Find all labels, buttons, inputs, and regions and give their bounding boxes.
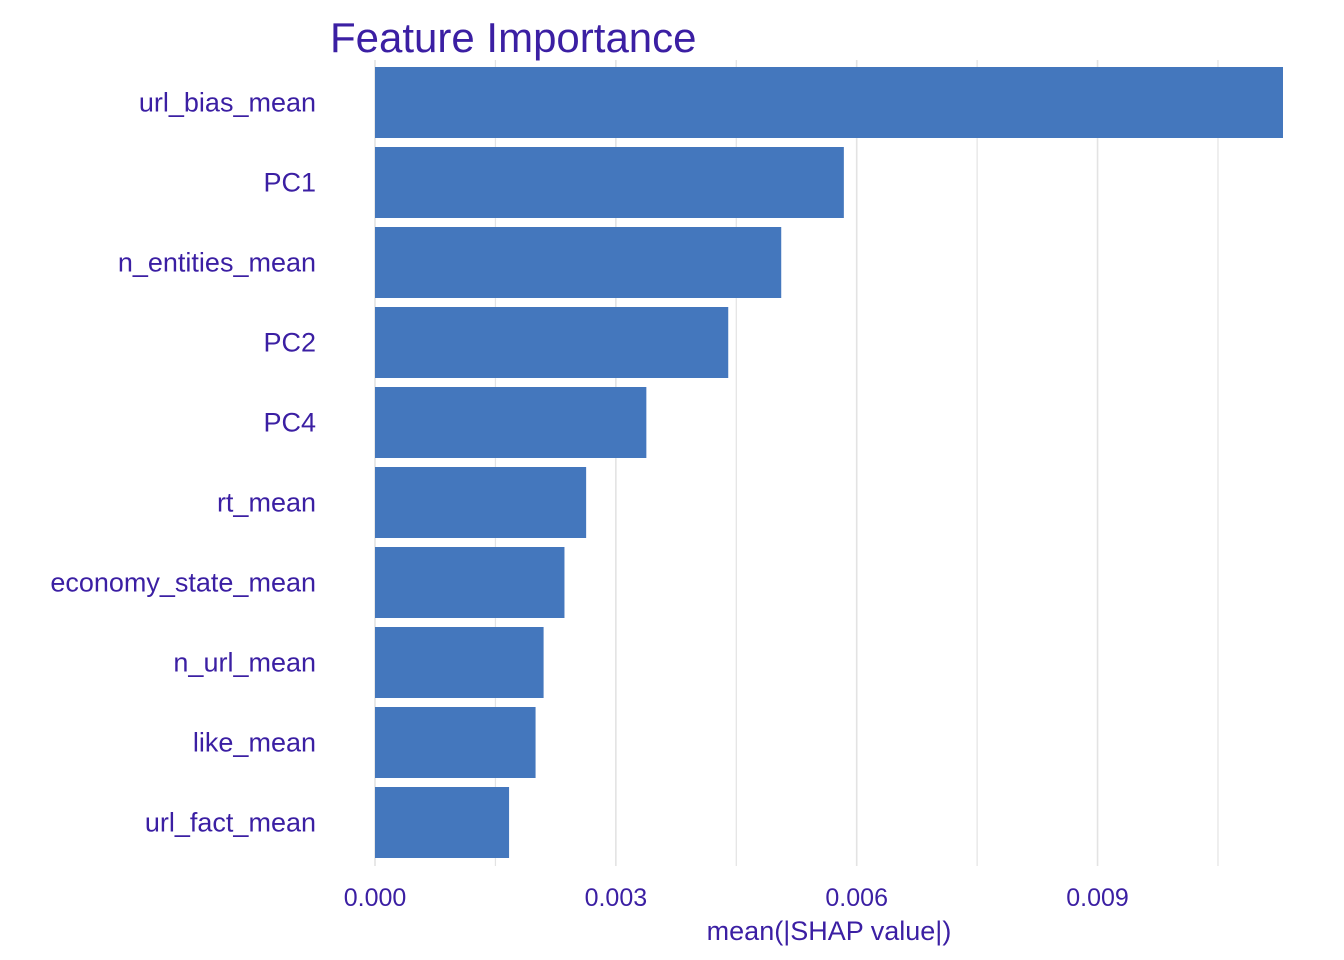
x-axis-title: mean(|SHAP value|) xyxy=(707,916,952,946)
bar-n-entities-mean xyxy=(375,227,782,298)
category-label: PC4 xyxy=(263,408,316,438)
bar-pc4 xyxy=(375,387,647,458)
bar-pc2 xyxy=(375,307,729,378)
bars xyxy=(375,67,1283,858)
bar-url-fact-mean xyxy=(375,787,510,858)
category-label: url_bias_mean xyxy=(139,88,316,118)
bar-url-bias-mean xyxy=(375,67,1283,138)
x-tick-label: 0.009 xyxy=(1066,884,1129,912)
category-label: PC2 xyxy=(263,328,316,358)
x-tick-label: 0.006 xyxy=(825,884,888,912)
category-label: economy_state_mean xyxy=(50,568,316,598)
category-label: n_entities_mean xyxy=(118,248,316,278)
category-label: n_url_mean xyxy=(173,648,316,678)
category-label: url_fact_mean xyxy=(145,808,316,838)
bar-like-mean xyxy=(375,707,536,778)
category-label: PC1 xyxy=(263,168,316,198)
bar-pc1 xyxy=(375,147,844,218)
chart-title: Feature Importance xyxy=(330,14,697,61)
x-tick-label: 0.000 xyxy=(344,884,407,912)
x-tick-label: 0.003 xyxy=(585,884,648,912)
bar-n-url-mean xyxy=(375,627,544,698)
bar-economy-state-mean xyxy=(375,547,565,618)
bar-rt-mean xyxy=(375,467,587,538)
x-tick-labels: 0.000 0.003 0.006 0.009 xyxy=(344,884,1129,912)
category-label: rt_mean xyxy=(217,488,316,518)
category-labels: url_bias_mean PC1 n_entities_mean PC2 PC4 rt_… xyxy=(50,88,316,838)
category-label: like_mean xyxy=(193,728,316,758)
